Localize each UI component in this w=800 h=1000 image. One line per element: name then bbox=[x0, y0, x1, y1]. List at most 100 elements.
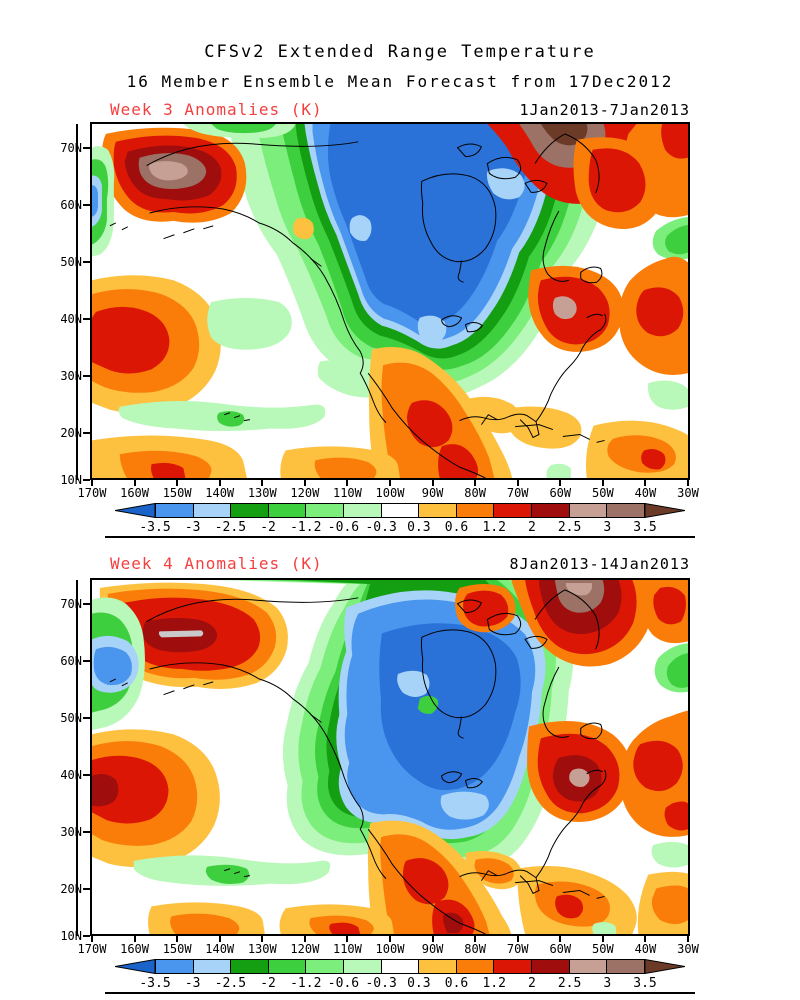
colorbar-cell bbox=[607, 959, 645, 974]
lon-tick bbox=[303, 480, 306, 486]
lon-tick bbox=[389, 936, 391, 942]
lon-tick bbox=[687, 936, 689, 942]
colorbar-cell bbox=[381, 959, 420, 974]
lat-tick bbox=[83, 375, 90, 377]
colorbar-tick-label: -0.3 bbox=[365, 520, 397, 535]
lon-tick bbox=[601, 480, 604, 486]
lon-tick bbox=[516, 480, 519, 486]
lon-label: 40W bbox=[634, 942, 657, 956]
lat-tick bbox=[83, 717, 90, 719]
lat-label: 50N bbox=[60, 255, 82, 269]
week4-left-axis-line bbox=[76, 580, 78, 936]
colorbar-tick-label: 2.5 bbox=[557, 520, 582, 535]
lat-label: 10N bbox=[60, 929, 82, 943]
lon-tick bbox=[218, 480, 221, 486]
lon-tick bbox=[261, 480, 264, 486]
lon-tick bbox=[474, 480, 477, 486]
lon-label: 50W bbox=[592, 486, 614, 500]
lat-tick bbox=[83, 660, 90, 662]
colorbar-tick-label: 0.3 bbox=[407, 520, 431, 535]
lon-tick bbox=[176, 480, 179, 486]
colorbar-arrow bbox=[115, 503, 155, 518]
lat-label: 50N bbox=[60, 711, 82, 725]
lon-label: 150W bbox=[162, 486, 192, 500]
lon-tick bbox=[91, 480, 93, 486]
colorbar-tick-label: 0.6 bbox=[444, 976, 469, 991]
colorbar-strip bbox=[115, 503, 685, 518]
colorbar-cell bbox=[381, 503, 420, 518]
lon-label: 40W bbox=[634, 486, 657, 500]
colorbar-cell bbox=[419, 503, 457, 518]
lon-label: 90W bbox=[421, 486, 444, 500]
colorbar-tick-label: -3.5 bbox=[139, 976, 171, 991]
lon-label: 70W bbox=[506, 486, 529, 500]
lon-tick bbox=[218, 936, 221, 942]
lon-label: 30W bbox=[677, 942, 699, 956]
lat-tick bbox=[83, 831, 90, 833]
week4-label: Week 4 Anomalies (K) bbox=[110, 554, 323, 573]
lon-tick bbox=[644, 936, 647, 942]
colorbar-arrow bbox=[644, 959, 685, 974]
lat-tick bbox=[83, 204, 90, 206]
colorbar-cell bbox=[494, 959, 533, 974]
lat-label: 40N bbox=[60, 768, 82, 782]
colorbar-cell bbox=[569, 503, 608, 518]
colorbar-tick-label: -3 bbox=[184, 976, 201, 991]
colorbar-cell bbox=[193, 959, 232, 974]
colorbar-tick-label: -3.5 bbox=[139, 520, 171, 535]
colorbar-tick-label: 3 bbox=[603, 976, 612, 991]
lon-label: 130W bbox=[247, 942, 277, 956]
colorbar-cell bbox=[344, 959, 382, 974]
lat-label: 20N bbox=[60, 426, 82, 440]
lon-tick bbox=[431, 936, 434, 942]
colorbar-arrow bbox=[115, 959, 155, 974]
colorbar-tick-label: -2.5 bbox=[214, 976, 247, 991]
lon-tick bbox=[176, 936, 179, 942]
lon-label: 140W bbox=[205, 486, 235, 500]
lon-label: 160W bbox=[120, 486, 150, 500]
lon-tick bbox=[346, 936, 349, 942]
lon-label: 160W bbox=[120, 942, 150, 956]
lat-label: 10N bbox=[60, 473, 82, 487]
lon-label: 120W bbox=[290, 486, 320, 500]
colorbar-tick-label: -0.6 bbox=[327, 520, 360, 535]
lon-tick bbox=[303, 936, 306, 942]
week3-anomaly-field bbox=[92, 124, 688, 478]
colorbar-tick-label: 3 bbox=[603, 520, 612, 535]
figure-subtitle: 16 Member Ensemble Mean Forecast from 17… bbox=[126, 72, 674, 91]
week4-date-range: 8Jan2013-14Jan2013 bbox=[509, 555, 690, 573]
lat-label: 60N bbox=[60, 654, 82, 668]
week4-anomaly-map: 70N 60N 50N 40N 30N 20N 10N 170W 160W 150W 140W 130… bbox=[60, 578, 699, 956]
colorbar-tick-label: -0.3 bbox=[365, 976, 397, 991]
colorbar-cell bbox=[268, 503, 307, 518]
week3-colorbar: -3.5 -3 -2.5 -2 -1.2 -0.6 -0.3 0.3 0.6 1.2 2 2.5 3 3.… bbox=[115, 503, 685, 543]
lat-label: 30N bbox=[60, 825, 82, 839]
lon-label: 80W bbox=[464, 486, 486, 500]
colorbar-tick-label: 1.2 bbox=[482, 976, 506, 991]
lat-label: 20N bbox=[60, 882, 82, 896]
figure-title: CFSv2 Extended Range Temperature bbox=[204, 42, 596, 62]
colorbar-tick-label: -1.2 bbox=[290, 976, 322, 991]
lon-label: 170W bbox=[77, 486, 107, 500]
lon-label: 130W bbox=[247, 486, 277, 500]
colorbar-tick-label: 2.5 bbox=[557, 976, 582, 991]
lon-tick bbox=[133, 936, 136, 942]
lat-label: 70N bbox=[60, 597, 82, 611]
colorbar-cell bbox=[569, 959, 608, 974]
week4-anomaly-regions bbox=[92, 580, 688, 934]
lon-label: 100W bbox=[375, 486, 405, 500]
colorbar-tick-label: 0.3 bbox=[407, 976, 431, 991]
colorbar-cell bbox=[532, 959, 570, 974]
week4-colorbar: -3.5 -3 -2.5 -2 -1.2 -0.6 -0.3 0.3 0.6 1.2 2 2.5 3 3.… bbox=[115, 959, 685, 999]
lon-label: 110W bbox=[332, 486, 362, 500]
lat-tick bbox=[83, 603, 90, 605]
lat-tick bbox=[83, 479, 90, 481]
panel-separator-line bbox=[105, 536, 695, 538]
colorbar-cell bbox=[607, 503, 645, 518]
lon-tick bbox=[687, 480, 689, 486]
colorbar-cell bbox=[193, 503, 232, 518]
colorbar-tick-label: 3.5 bbox=[633, 976, 657, 991]
lat-tick bbox=[83, 774, 90, 776]
week4-anomaly-field bbox=[92, 580, 688, 934]
colorbar-cell bbox=[419, 959, 457, 974]
